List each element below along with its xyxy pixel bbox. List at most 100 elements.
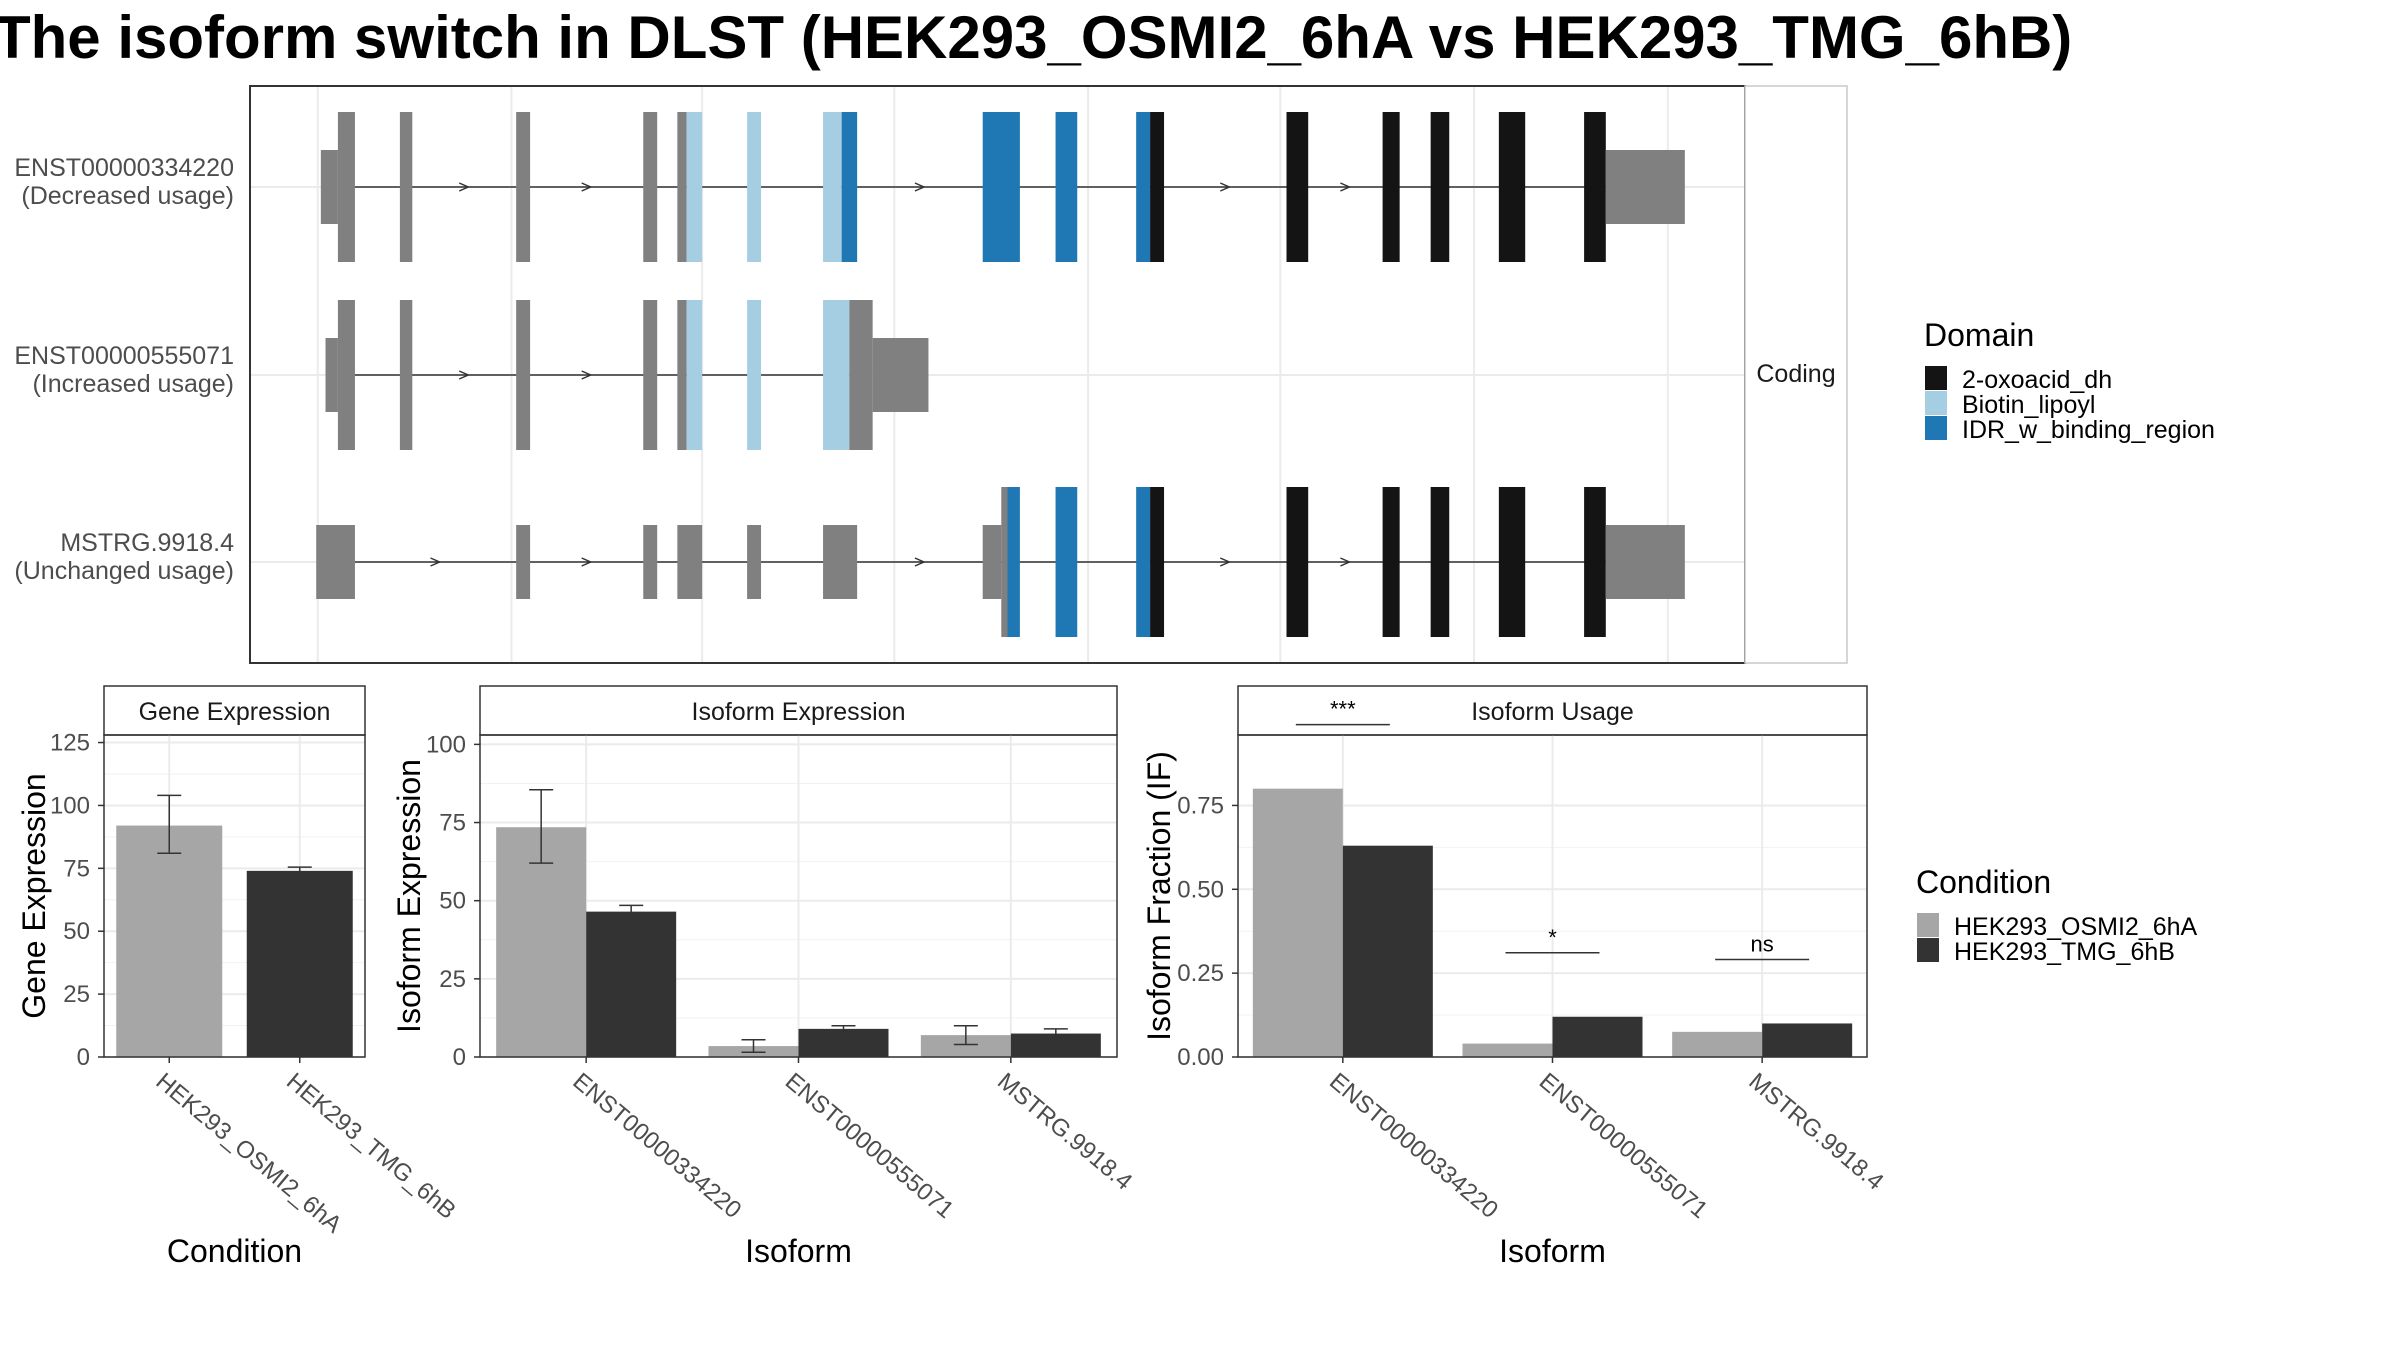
transcript-id-label: ENST00000334220 [14, 154, 234, 182]
exon-cds [1055, 112, 1078, 262]
exon-cds [1001, 487, 1008, 637]
bar-tmg [1342, 845, 1433, 1057]
facet-strip-coding [1744, 85, 1848, 664]
bar-osmi2 [920, 1035, 1011, 1057]
exon-cds [1150, 112, 1165, 262]
exon-cds [1498, 112, 1526, 262]
significance-label: *** [1330, 697, 1356, 722]
y-tick-label: 25 [439, 966, 466, 993]
exon-utr [516, 525, 531, 599]
exon-cds [1584, 112, 1606, 262]
intron-arrow [914, 182, 926, 192]
significance-label: * [1548, 925, 1557, 950]
chart-panel-border [1237, 734, 1868, 1058]
condition-legend-title: Condition [1916, 864, 2051, 900]
y-tick-label: 75 [63, 855, 90, 882]
y-tick-label: 50 [63, 918, 90, 945]
chart-panel-border [479, 734, 1118, 1058]
exon-cds [686, 300, 703, 450]
intron-arrow [1219, 557, 1232, 567]
exon-cds [1286, 112, 1309, 262]
exon-cds [1150, 487, 1165, 637]
y-tick-label: 100 [50, 792, 90, 819]
legend-key-biotin [1925, 391, 1947, 415]
intron-arrow [430, 557, 442, 567]
exon-cds [399, 300, 413, 450]
exon-cds [1430, 487, 1450, 637]
condition-legend: Condition HEK293_OSMI2_6hA HEK293_TMG_6h… [1916, 864, 2198, 966]
y-axis-title: Isoform Fraction (IF) [1141, 751, 1177, 1041]
intron-arrow [1340, 557, 1352, 567]
intron-arrow [1219, 182, 1232, 192]
y-tick-label: 0.75 [1177, 792, 1224, 819]
exon-utr [316, 525, 355, 599]
legend-key-tmg [1917, 938, 1939, 962]
exon-cds [1382, 112, 1400, 262]
exon-cds [982, 112, 1020, 262]
y-tick-label: 75 [439, 810, 466, 837]
legend-key-osmi2 [1917, 913, 1939, 937]
exon-cds [747, 112, 762, 262]
y-tick-label: 50 [439, 888, 466, 915]
legend-key-2oxoacid [1925, 366, 1947, 390]
isoform-expression-chart: Isoform Expression 0 25 50 75 100 ENST00000334… [391, 685, 1137, 1269]
chart-strip-title: Gene Expression [139, 698, 331, 726]
exon-cds [1430, 112, 1450, 262]
transcript-usage-label: (Increased usage) [32, 370, 234, 398]
legend-label-biotin: Biotin_lipoyl [1962, 391, 2095, 419]
exon-cds [677, 300, 687, 450]
x-tick-label: ENST00000555071 [1534, 1068, 1713, 1224]
x-tick-label: ENST00000334220 [568, 1068, 747, 1224]
exon-cds [1136, 112, 1151, 262]
intron-arrow [581, 182, 593, 192]
exon-cds [399, 112, 413, 262]
exon-cds [1382, 487, 1400, 637]
exon-cds [677, 112, 687, 262]
y-tick-label: 0 [77, 1044, 90, 1071]
exon-cds [849, 300, 873, 450]
exon-cds [1136, 487, 1151, 637]
exon-cds [686, 112, 703, 262]
bar-tmg [1552, 1016, 1643, 1057]
facet-strip-label: Coding [1756, 360, 1835, 388]
structure-panel: ENST00000334220(Decreased usage) ENST0000… [14, 85, 1848, 664]
intron-arrow [458, 182, 471, 192]
exon-utr [823, 525, 858, 599]
x-axis-title: Isoform [745, 1233, 852, 1269]
exon-cds [1286, 487, 1309, 637]
x-tick-label: ENST00000334220 [1324, 1068, 1503, 1224]
exon-cds [747, 300, 762, 450]
exon-cds [337, 112, 355, 262]
exon-cds [643, 112, 658, 262]
y-tick-label: 0.00 [1177, 1044, 1224, 1071]
exon-cds [1007, 487, 1020, 637]
x-tick-label: ENST00000555071 [780, 1068, 959, 1224]
exon-cds [643, 300, 658, 450]
transcript-usage-label: (Unchanged usage) [14, 557, 234, 585]
y-tick-label: 0 [453, 1044, 466, 1071]
bar-tmg [1010, 1033, 1101, 1057]
exon-cds [1055, 487, 1078, 637]
bar-osmi2 [1252, 788, 1343, 1057]
exon-cds [516, 300, 531, 450]
y-tick-label: 0.50 [1177, 876, 1224, 903]
legend-label-idr: IDR_w_binding_region [1962, 416, 2215, 444]
y-tick-label: 25 [63, 981, 90, 1008]
exon-utr [982, 525, 1002, 599]
isoform-usage-chart: Isoform Usage 0.00 0.25 0.50 0.75 ENST0000033… [1141, 685, 1889, 1269]
exon-utr [325, 338, 338, 412]
transcript-id-label: ENST00000555071 [14, 342, 234, 370]
bar-tmg [586, 911, 677, 1057]
domain-legend-title: Domain [1924, 317, 2034, 353]
y-axis-title: Isoform Expression [391, 759, 427, 1033]
y-tick-label: 100 [426, 731, 466, 758]
y-tick-label: 125 [50, 730, 90, 757]
bar-osmi2 [496, 827, 587, 1057]
intron-arrow [581, 370, 593, 380]
bar-tmg [798, 1028, 889, 1057]
exon-cds [1498, 487, 1526, 637]
exon-utr [1605, 525, 1685, 599]
domain-legend: Domain 2-oxoacid_dh Biotin_lipoyl IDR_w_… [1924, 317, 2215, 444]
chart-strip-title: Isoform Usage [1471, 698, 1634, 726]
bar-osmi2 [116, 825, 223, 1057]
